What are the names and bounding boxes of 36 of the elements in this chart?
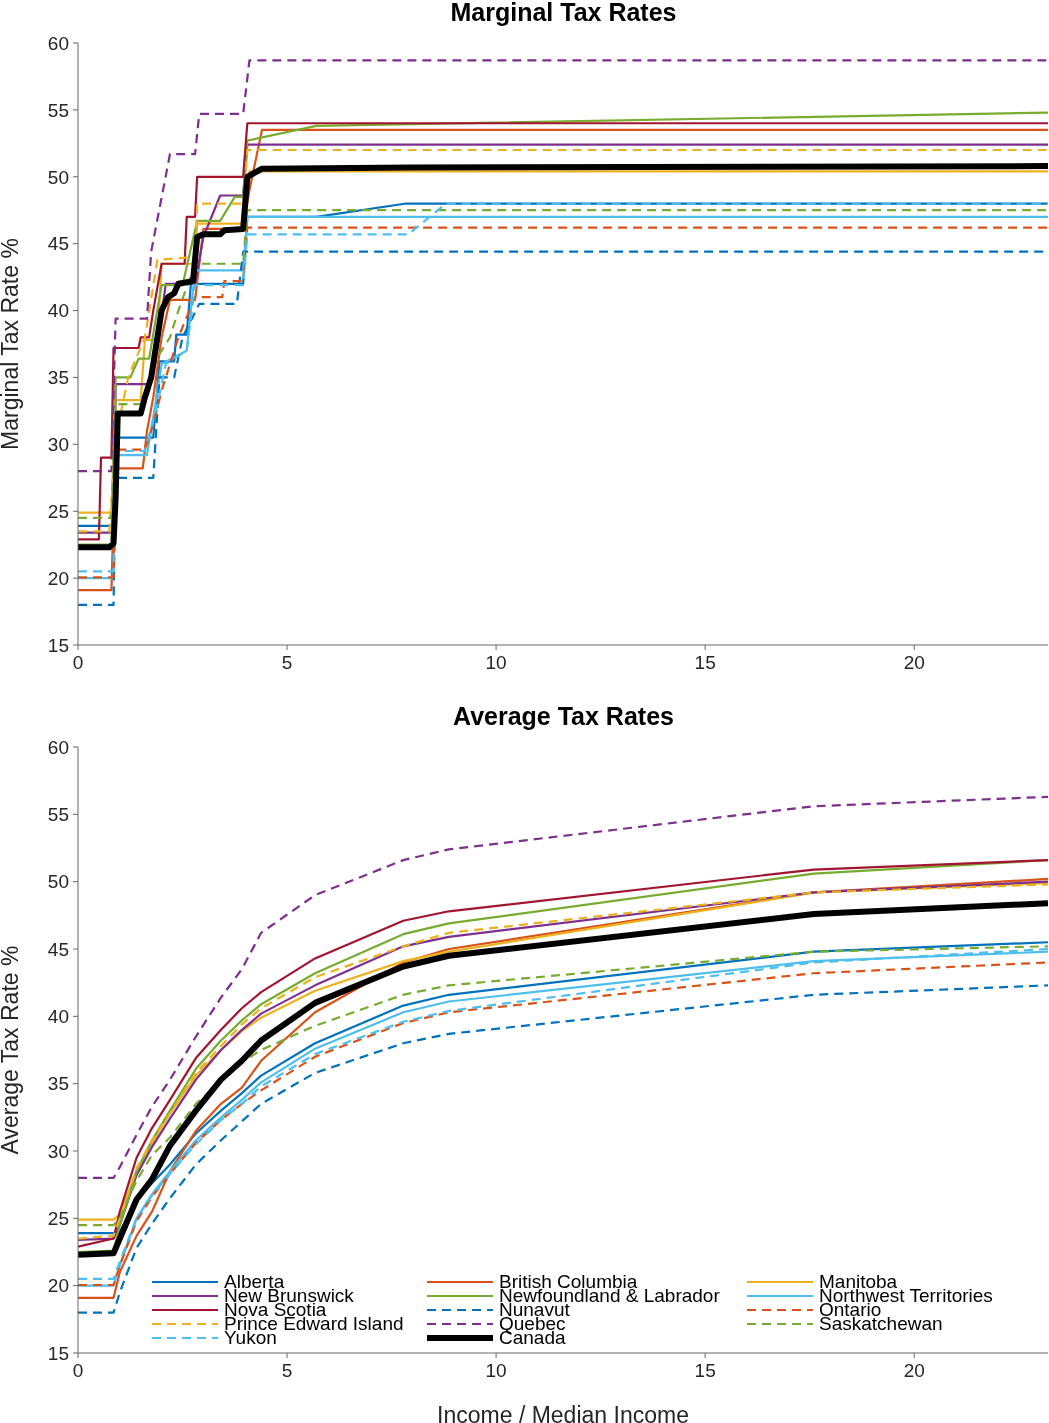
x-tick-label: 15 (694, 1360, 716, 1382)
x-tick-label: 0 (72, 652, 84, 674)
y-tick-label: 40 (47, 300, 69, 322)
x-tick-label: 10 (485, 652, 507, 674)
x-tick-label: 20 (903, 1360, 925, 1382)
chart-title: Average Tax Rates (452, 702, 675, 731)
y-tick-label: 25 (47, 1208, 69, 1230)
y-tick-label: 60 (47, 736, 69, 758)
y-tick-label: 15 (47, 1342, 69, 1364)
x-tick-label: 20 (903, 652, 925, 674)
x-axis-title: Income / Median Income (437, 1402, 689, 1423)
y-tick-label: 15 (47, 634, 69, 656)
line-series (78, 795, 1048, 1180)
y-tick-label: 55 (47, 804, 69, 826)
y-tick-label: 30 (47, 434, 69, 456)
x-tick-label: 10 (485, 1360, 507, 1382)
y-tick-label: 20 (47, 1275, 69, 1297)
y-tick-label: 60 (47, 32, 69, 54)
y-tick-label: 55 (47, 99, 69, 121)
y-tick-label: 35 (47, 367, 69, 389)
y-tick-label: 50 (47, 166, 69, 188)
y-tick-label: 35 (47, 1073, 69, 1095)
y-tick-label: 45 (47, 938, 69, 960)
x-tick-label: 0 (72, 1360, 84, 1382)
y-tick-label: 30 (47, 1140, 69, 1162)
y-tick-label: 25 (47, 500, 69, 522)
x-tick-label: 5 (281, 652, 293, 674)
y-tick-label: 45 (47, 233, 69, 255)
y-tick-label: 20 (47, 567, 69, 589)
y-axis-title: Marginal Tax Rate % (0, 238, 24, 450)
y-tick-label: 50 (47, 871, 69, 893)
chart-title: Marginal Tax Rates (449, 0, 678, 27)
y-axis-title: Average Tax Rate % (0, 945, 24, 1155)
x-tick-label: 5 (281, 1360, 293, 1382)
x-tick-label: 15 (694, 652, 716, 674)
y-tick-label: 40 (47, 1006, 69, 1028)
